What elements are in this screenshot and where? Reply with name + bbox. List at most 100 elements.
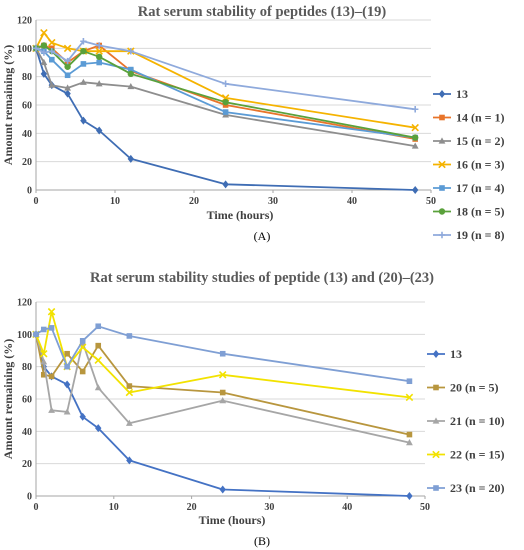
data-point: [219, 350, 226, 357]
data-point: [64, 57, 71, 65]
y-tick-label: 0: [27, 492, 32, 503]
data-point: [64, 72, 71, 79]
legend-label: 15 (n = 2): [456, 134, 505, 148]
data-point: [63, 44, 72, 53]
data-point: [222, 180, 229, 189]
data-point: [128, 66, 134, 73]
data-point: [40, 371, 47, 378]
legend-swatch-marker: [433, 384, 439, 391]
legend-entry: 20 (n = 5): [427, 381, 499, 395]
data-point: [47, 307, 56, 316]
legend-entry: 18 (n = 5): [433, 205, 505, 219]
legend-label: 13: [450, 347, 462, 361]
data-point: [126, 456, 133, 465]
chart-title: Rat serum stability studies of peptide (…: [90, 270, 434, 286]
data-point: [412, 134, 419, 141]
data-point: [219, 389, 226, 396]
chart-title: Rat serum stability of peptides (13)–(19…: [138, 4, 387, 20]
panel-label: (A): [254, 229, 271, 243]
legend-swatch-marker: [432, 417, 440, 424]
data-point: [40, 58, 48, 66]
panel-label: (B): [254, 534, 270, 548]
data-point: [126, 383, 133, 389]
data-point: [49, 56, 55, 63]
data-point: [411, 123, 419, 132]
data-point: [64, 350, 70, 357]
legend-label: 22 (n = 15): [450, 448, 505, 462]
data-point: [222, 109, 229, 115]
legend-entry: 13: [427, 347, 462, 361]
y-tick-label: 40: [22, 427, 32, 438]
y-tick-label: 20: [22, 157, 32, 168]
series-18: [32, 42, 419, 141]
x-tick-label: 10: [110, 196, 120, 207]
series-line: [35, 44, 416, 139]
x-tick-label: 10: [109, 502, 119, 513]
legend-entry: 21 (n = 10): [427, 414, 505, 428]
data-point: [405, 393, 414, 402]
legend-label: 13: [456, 87, 468, 101]
data-point: [48, 373, 55, 380]
legend-swatch-marker: [438, 208, 446, 215]
x-tick-label: 40: [347, 196, 357, 207]
chart-panel-a: Rat serum stability of peptides (13)–(19…: [1, 4, 505, 243]
data-point: [127, 82, 135, 90]
x-tick-label: 30: [264, 502, 274, 513]
data-point: [63, 408, 71, 415]
data-point: [64, 89, 71, 98]
data-point: [48, 81, 56, 88]
legend-swatch-marker: [438, 231, 446, 239]
data-point: [95, 323, 102, 330]
data-point: [40, 326, 47, 333]
y-tick-label: 20: [22, 459, 32, 470]
y-tick-label: 120: [17, 298, 32, 309]
legend-label: 17 (n = 4): [456, 181, 505, 195]
x-tick-label: 0: [34, 196, 39, 207]
data-point: [125, 419, 133, 426]
data-point: [406, 439, 413, 446]
data-point: [94, 356, 103, 364]
legend-entry: 16 (n = 3): [433, 158, 505, 172]
data-point: [79, 338, 86, 344]
data-point: [40, 28, 48, 37]
data-point: [406, 378, 413, 385]
series-line: [35, 334, 410, 444]
data-point: [412, 106, 419, 113]
data-point: [79, 368, 86, 375]
data-point: [95, 424, 102, 433]
chart-panel-b: Rat serum stability studies of peptide (…: [1, 270, 505, 548]
data-point: [33, 331, 39, 338]
data-point: [40, 69, 48, 78]
y-tick-label: 0: [27, 186, 32, 197]
y-tick-label: 60: [22, 101, 32, 112]
data-point: [406, 431, 413, 438]
data-point: [219, 485, 226, 494]
data-point: [48, 406, 55, 413]
data-point: [80, 61, 87, 67]
legend-label: 23 (n = 20): [450, 481, 505, 495]
y-tick-label: 80: [22, 362, 32, 373]
legend-label: 16 (n = 3): [456, 158, 505, 172]
x-tick-label: 30: [268, 196, 278, 207]
x-axis-label: Time (hours): [207, 208, 274, 222]
x-tick-label: 20: [189, 196, 199, 207]
data-point: [127, 70, 134, 78]
x-tick-label: 20: [187, 502, 197, 513]
legend-swatch-marker: [439, 185, 445, 191]
legend-swatch-marker: [432, 450, 440, 459]
data-point: [222, 98, 229, 106]
data-point: [219, 397, 227, 404]
y-tick-label: 60: [22, 395, 32, 406]
legend-swatch-marker: [439, 114, 445, 121]
data-point: [80, 47, 87, 55]
x-tick-label: 0: [34, 502, 39, 513]
data-point: [96, 42, 103, 49]
data-point: [32, 45, 40, 52]
data-point: [80, 78, 87, 85]
data-point: [64, 84, 71, 91]
legend-label: 20 (n = 5): [450, 381, 499, 395]
y-axis-label: Amount remaining (%): [1, 339, 15, 459]
legend-entry: 14 (n = 1): [433, 111, 505, 125]
series-23: [33, 323, 413, 385]
series-line: [35, 44, 416, 140]
